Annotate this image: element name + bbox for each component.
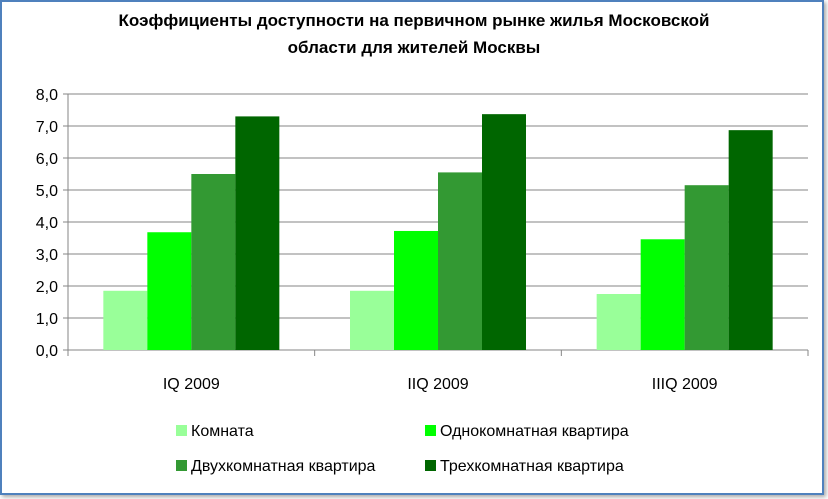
legend-label: Трехкомнатная квартира: [440, 458, 624, 475]
bar: [596, 294, 641, 350]
legend-label: Комната: [191, 423, 254, 440]
bar: [235, 116, 280, 351]
chart-title-line-1: Коэффициенты доступности на первичном ры…: [119, 11, 710, 30]
legend-swatch: [425, 460, 436, 471]
y-tick-label: 5,0: [36, 183, 58, 200]
y-tick-label: 8,0: [36, 87, 58, 104]
bar: [147, 232, 192, 350]
legend-swatch: [176, 425, 187, 436]
bar: [438, 172, 482, 350]
bar: [482, 114, 526, 350]
chart-title-line-2: области для жителей Москвы: [288, 38, 541, 57]
x-category-label: IIQ 2009: [407, 376, 468, 393]
y-tick-label: 7,0: [36, 119, 58, 136]
bar: [350, 290, 394, 350]
legend-label: Двухкомнатная квартира: [191, 458, 376, 475]
y-tick-label: 3,0: [36, 247, 58, 264]
x-category-label: IQ 2009: [163, 376, 220, 393]
bar: [728, 130, 773, 350]
bar: [394, 230, 438, 350]
bars: [103, 114, 773, 351]
legend-label: Однокомнатная квартира: [440, 423, 629, 440]
legend-swatch: [425, 425, 436, 436]
y-tick-label: 1,0: [36, 311, 58, 328]
bar: [684, 185, 729, 350]
y-tick-label: 6,0: [36, 151, 58, 168]
legend-swatch: [176, 460, 187, 471]
x-category-label: IIIQ 2009: [652, 376, 718, 393]
y-tick-label: 4,0: [36, 215, 58, 232]
bar: [103, 290, 148, 350]
axis-labels: 0,0 1,0 2,0 3,0 4,0 5,0 6,0 7,0 8,0 IQ 2009 IIQ 20…: [36, 87, 718, 393]
legend: Комната Однокомнатная квартира Двухкомнатн…: [176, 423, 629, 475]
y-tick-label: 2,0: [36, 279, 58, 296]
bar: [191, 174, 236, 350]
y-tick-label: 0,0: [36, 343, 58, 360]
bar: [640, 239, 685, 350]
